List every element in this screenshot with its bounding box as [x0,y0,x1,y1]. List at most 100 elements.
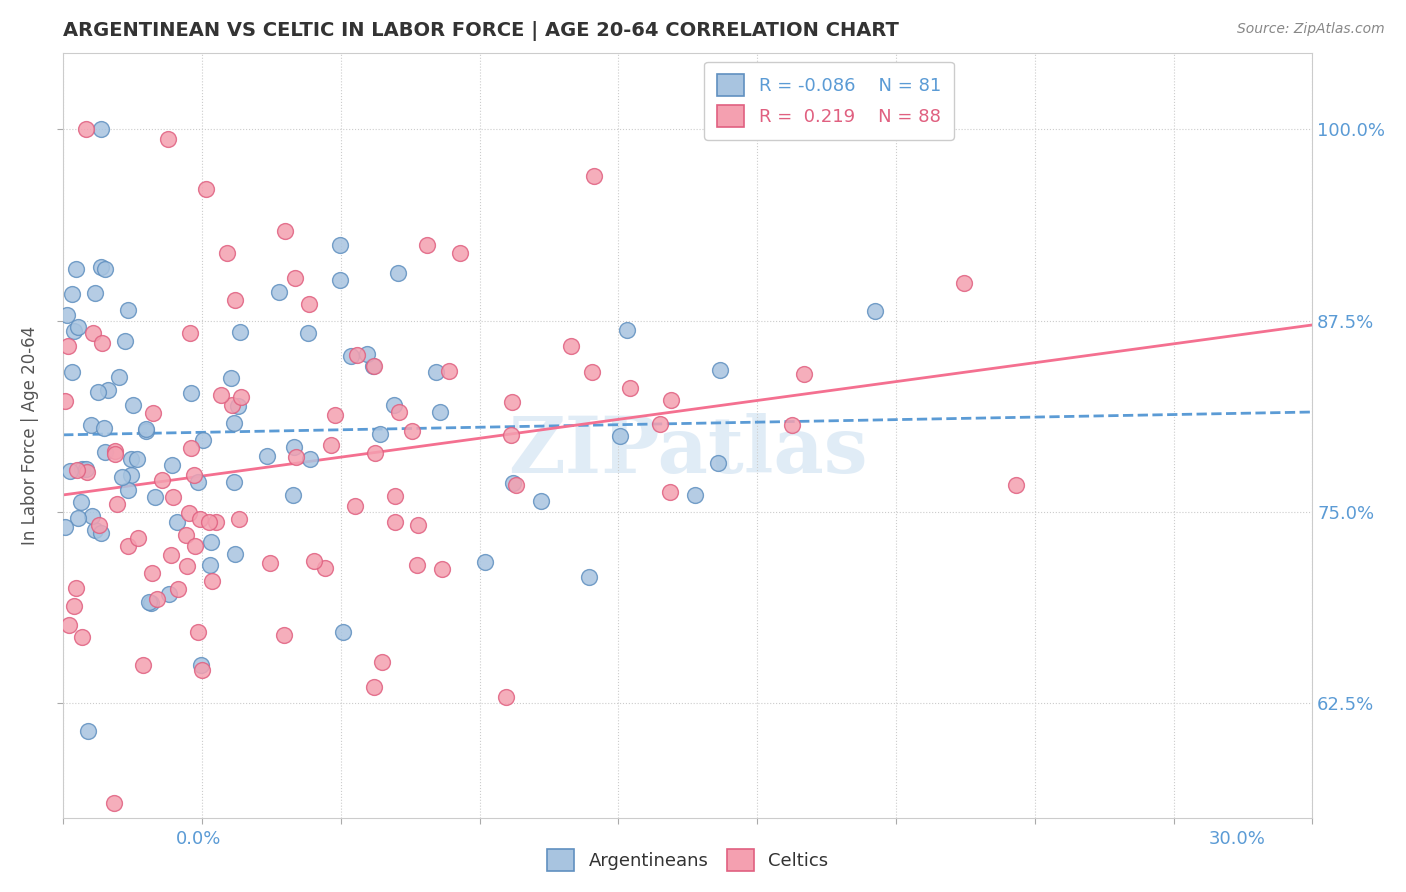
Point [111,470,134,484]
Point [157,132,180,146]
Point [406,517,429,532]
Point [609,429,631,443]
Point [117,483,139,498]
Point [72,462,94,476]
Point [706,456,728,470]
Point [201,574,224,588]
Point [281,488,304,502]
Point [297,326,319,341]
Point [1004,477,1026,491]
Text: ZIPatlas: ZIPatlas [508,413,868,489]
Point [76,465,98,479]
Point [135,422,157,436]
Point [198,558,221,573]
Point [174,528,197,542]
Point [122,398,145,412]
Point [53,520,76,534]
Point [190,512,212,526]
Point [80,418,103,433]
Point [66,463,89,477]
Point [430,562,453,576]
Point [659,393,682,408]
Point [108,370,131,384]
Point [401,424,423,438]
Point [449,246,471,260]
Point [648,417,671,432]
Point [145,591,167,606]
Point [66,319,89,334]
Point [114,334,136,349]
Point [87,384,110,399]
Point [180,386,202,401]
Point [224,293,246,307]
Point [382,398,405,412]
Point [361,359,384,373]
Text: Source: ZipAtlas.com: Source: ZipAtlas.com [1237,22,1385,37]
Point [195,182,218,196]
Point [405,558,427,573]
Point [66,511,89,525]
Point [273,628,295,642]
Point [346,348,368,362]
Point [371,655,394,669]
Point [75,462,97,476]
Point [60,286,83,301]
Point [578,570,600,584]
Point [65,262,87,277]
Point [321,438,343,452]
Point [387,266,409,280]
Point [75,122,97,136]
Point [323,409,346,423]
Point [89,518,111,533]
Point [167,582,190,596]
Point [63,599,86,613]
Point [180,441,202,455]
Text: ARGENTINEAN VS CELTIC IN LABOR FORCE | AGE 20-64 CORRELATION CHART: ARGENTINEAN VS CELTIC IN LABOR FORCE | A… [63,21,898,41]
Point [298,297,321,311]
Point [780,418,803,433]
Point [117,539,139,553]
Point [229,390,252,404]
Point [93,420,115,434]
Point [865,304,887,318]
Point [560,339,582,353]
Point [84,524,107,538]
Y-axis label: In Labor Force | Age 20-64: In Labor Force | Age 20-64 [21,326,39,545]
Point [501,395,523,409]
Point [84,285,107,300]
Point [793,367,815,381]
Point [953,277,976,291]
Point [583,169,606,184]
Point [138,594,160,608]
Point [495,690,517,704]
Point [284,271,307,285]
Point [141,566,163,581]
Point [340,349,363,363]
Point [65,581,87,595]
Point [209,388,232,402]
Point [105,497,128,511]
Point [368,427,391,442]
Point [76,724,98,739]
Point [387,405,409,419]
Point [298,452,321,467]
Point [274,223,297,237]
Point [143,490,166,504]
Point [619,382,641,396]
Point [228,399,250,413]
Point [221,370,243,384]
Point [616,323,638,337]
Point [581,365,603,379]
Text: 0.0%: 0.0% [176,830,221,847]
Point [183,467,205,482]
Point [659,484,682,499]
Point [90,260,112,275]
Point [363,680,385,694]
Point [356,347,378,361]
Point [302,554,325,568]
Point [60,365,83,379]
Point [56,308,79,322]
Point [224,547,246,561]
Point [384,516,406,530]
Point [259,556,281,570]
